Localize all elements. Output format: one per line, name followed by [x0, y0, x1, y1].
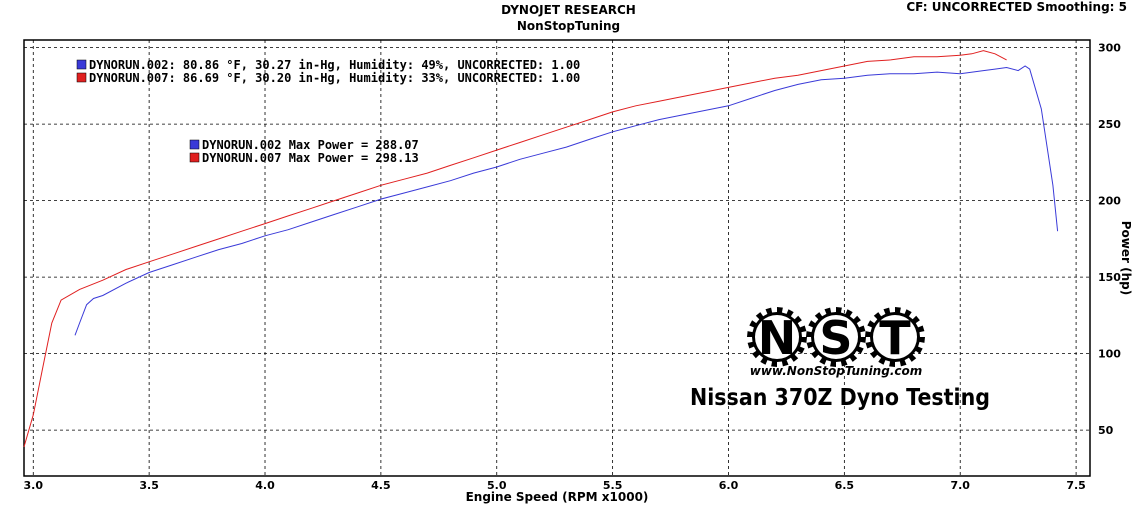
- x-tick-label: 6.0: [719, 479, 739, 492]
- legend-run-002: DYNORUN.002: 80.86 °F, 30.27 in-Hg, Humi…: [89, 58, 580, 72]
- chart-subtitle: NonStopTuning: [516, 19, 621, 33]
- x-tick-label: 5.0: [487, 479, 507, 492]
- logo-caption: Nissan 370Z Dyno Testing: [690, 385, 990, 411]
- x-tick-label: 4.0: [255, 479, 275, 492]
- logo-letter-t: T: [879, 311, 911, 365]
- legend-max-power: DYNORUN.002 Max Power = 288.07 DYNORUN.0…: [189, 138, 419, 165]
- legend-run-007: DYNORUN.007: 86.69 °F, 30.20 in-Hg, Humi…: [89, 71, 580, 85]
- logo-gear-center: [873, 315, 917, 359]
- max-power-swatch-002: [189, 139, 200, 150]
- x-tick-label: 7.0: [950, 479, 970, 492]
- max-power-swatch-007: [189, 152, 200, 163]
- logo-letter-s: S: [819, 311, 852, 365]
- max-power-002: DYNORUN.002 Max Power = 288.07: [202, 138, 419, 152]
- x-tick-labels: 3.0 3.5 4.0 4.5 5.0 5.5 6.0 6.5 7.0 7.5: [24, 479, 1086, 492]
- chart-title: DYNOJET RESEARCH: [501, 3, 636, 17]
- y-tick-label: 150: [1098, 271, 1121, 284]
- legend-runs: DYNORUN.002: 80.86 °F, 30.27 in-Hg, Humi…: [76, 58, 580, 85]
- x-tick-label: 4.5: [371, 479, 391, 492]
- x-tick-label: 6.5: [835, 479, 855, 492]
- series-line-dynorun-002: [74, 65, 1059, 336]
- logo-gear-center: [755, 315, 799, 359]
- correction-info: CF: UNCORRECTED Smoothing: 5: [906, 0, 1127, 14]
- plot-area: [23, 39, 1091, 477]
- x-tick-label: 5.5: [603, 479, 623, 492]
- y-axis-label: Power (hp): [1119, 221, 1133, 295]
- y-tick-label: 250: [1098, 118, 1121, 131]
- x-axis-label: Engine Speed (RPM x1000): [466, 490, 649, 504]
- x-tick-label: 3.5: [139, 479, 159, 492]
- logo-gear-center: [814, 315, 858, 359]
- legend-swatch-run-007: [76, 72, 87, 83]
- x-tick-label: 3.0: [24, 479, 44, 492]
- y-tick-label: 50: [1098, 424, 1114, 437]
- y-tick-label: 100: [1098, 348, 1121, 361]
- logo-letter-n: N: [758, 311, 797, 365]
- y-tick-label: 200: [1098, 195, 1121, 208]
- logo-url: www.NonStopTuning.com: [750, 364, 922, 378]
- y-tick-labels: 50 100 150 200 250 300: [1098, 42, 1121, 437]
- x-tick-label: 7.5: [1066, 479, 1086, 492]
- series-lines: [23, 50, 1059, 448]
- y-tick-label: 300: [1098, 42, 1121, 55]
- legend-swatch-run-002: [76, 59, 87, 70]
- nst-logo: N S T www.NonStopTuning.com Nissan 370Z …: [690, 307, 990, 411]
- series-line-dynorun-007: [23, 50, 1007, 448]
- max-power-007: DYNORUN.007 Max Power = 298.13: [202, 151, 419, 165]
